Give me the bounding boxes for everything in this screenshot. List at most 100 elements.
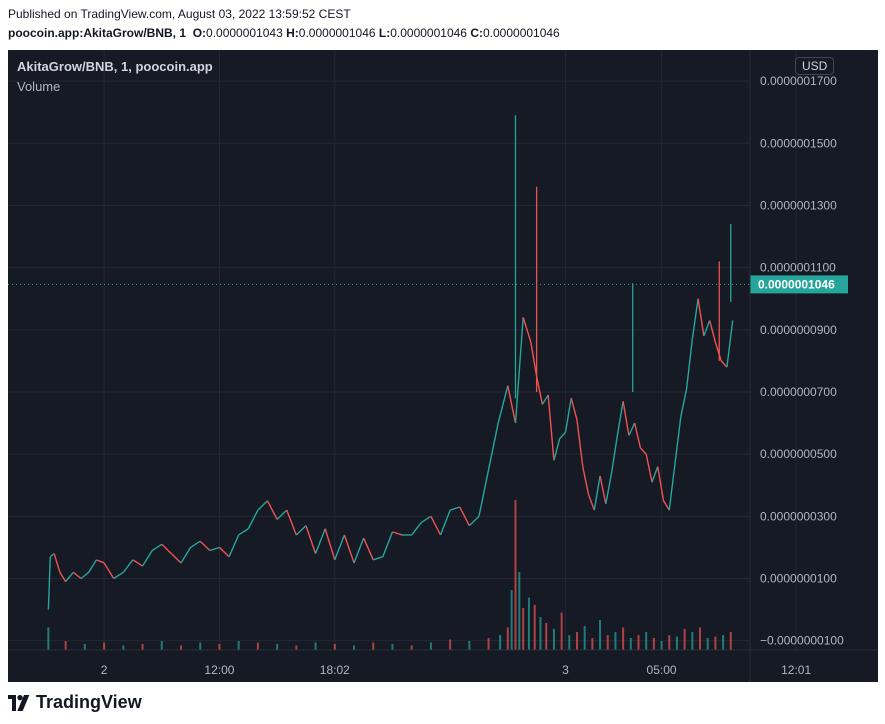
high-label: H: — [286, 26, 299, 40]
price-segment — [353, 537, 365, 564]
price-segment — [633, 422, 642, 449]
price-segment — [616, 401, 624, 436]
price-segment — [314, 528, 326, 554]
price-segment — [47, 556, 51, 610]
volume-bar — [514, 500, 517, 650]
price-segment — [720, 360, 728, 368]
volume-bar — [652, 638, 655, 650]
price-segment — [72, 571, 82, 580]
y-tick-label: 0.0000000700 — [760, 385, 837, 399]
price-segment — [559, 431, 566, 440]
volume-bars — [47, 500, 732, 650]
y-tick-label: 0.0000000100 — [760, 571, 837, 585]
published-notice: Published on TradingView.com, August 03,… — [8, 7, 351, 21]
price-segment — [541, 394, 549, 405]
price-segment — [96, 559, 105, 564]
price-segment — [103, 562, 115, 579]
price-segment — [714, 342, 722, 362]
volume-bar — [522, 608, 525, 650]
high-value: 0.0000001046 — [298, 26, 376, 40]
volume-bar — [218, 644, 221, 650]
volume-bar — [122, 645, 125, 650]
legend-symbol[interactable]: AkitaGrow/BNB, 1, poocoin.app — [17, 59, 213, 74]
volume-bar — [614, 632, 617, 650]
volume-bar — [141, 644, 144, 650]
x-tick-label: 2 — [101, 663, 108, 677]
price-segment — [497, 385, 509, 424]
volume-bar — [160, 641, 163, 650]
chart-pane[interactable]: 0.0000001046 0.0000001700 0.0000001500 0.0… — [8, 50, 878, 682]
volume-bar — [487, 638, 490, 650]
price-segment — [411, 522, 422, 536]
last-price-tag — [750, 275, 848, 294]
price-segment — [113, 571, 124, 580]
price-segment — [218, 546, 230, 558]
price-segment — [685, 339, 694, 389]
price-segment — [599, 475, 607, 505]
x-tick-label: 3 — [562, 663, 569, 677]
y-tick-label: 0.0000000900 — [760, 323, 837, 337]
y-tick-label: 0.0000000500 — [760, 447, 837, 461]
volume-bar — [180, 645, 183, 650]
price-segment — [605, 472, 613, 505]
price-segment — [514, 317, 524, 424]
currency-badge[interactable]: USD — [795, 57, 835, 75]
y-tick-label: 0.0000001300 — [760, 198, 837, 212]
volume-bar — [722, 635, 725, 650]
volume-bar — [637, 635, 640, 650]
price-segment — [151, 543, 163, 552]
price-segment — [122, 559, 134, 573]
volume-bar — [560, 612, 563, 650]
close-value: 0.0000001046 — [482, 26, 560, 40]
price-segment — [622, 401, 630, 436]
volume-bar — [429, 642, 432, 650]
volume-bar — [518, 572, 521, 650]
volume-bar — [199, 642, 202, 650]
volume-bar — [333, 644, 336, 650]
price-segment — [295, 525, 307, 536]
price-segment — [170, 553, 182, 564]
price-segment — [334, 534, 346, 561]
volume-bar — [276, 644, 279, 650]
y-tick-label: 0.0000001700 — [760, 74, 837, 88]
volume-bar — [539, 617, 542, 650]
price-segment — [392, 531, 403, 536]
price-segment — [49, 553, 55, 558]
volume-bar — [256, 642, 259, 650]
price-segment — [691, 298, 699, 340]
volume-bar — [599, 620, 602, 650]
tradingview-logo-icon — [8, 695, 30, 711]
price-segment — [553, 438, 561, 461]
y-tick-label: 0.0000001100 — [760, 261, 836, 275]
y-tick-label: 0.0000000300 — [760, 509, 837, 523]
price-segment — [726, 320, 734, 368]
price-segment — [180, 547, 192, 564]
ohlc-readout: poocoin.app:AkitaGrow/BNB, 1 O:0.0000001… — [8, 26, 560, 40]
volume-bar — [568, 635, 571, 650]
volume-bar — [683, 629, 686, 650]
axes[interactable]: 0.00000017000.00000015000.00000013000.00… — [8, 50, 878, 682]
price-segment — [535, 376, 544, 405]
legend-volume[interactable]: Volume — [17, 79, 61, 94]
price-segment — [305, 525, 317, 554]
price-segment — [362, 537, 374, 561]
price-segment — [209, 546, 220, 552]
symbol-label: poocoin.app:AkitaGrow/BNB, 1 — [8, 26, 187, 40]
volume-bar — [714, 636, 717, 650]
price-spikes — [514, 115, 732, 399]
price-segment — [430, 516, 442, 536]
price-segment — [257, 500, 268, 511]
x-tick-label: 05:00 — [647, 663, 677, 677]
price-segment — [662, 500, 670, 511]
price-segment — [449, 506, 460, 511]
low-label: L: — [378, 26, 391, 40]
price-segment — [582, 466, 590, 495]
price-chart[interactable]: 0.0000001046 0.0000001700 0.0000001500 0.0… — [8, 50, 878, 682]
volume-bar — [622, 627, 625, 650]
price-segment — [651, 466, 659, 483]
volume-bar — [510, 590, 513, 650]
volume-bar — [729, 632, 732, 650]
footer: TradingView — [0, 684, 885, 724]
volume-bar — [545, 623, 548, 650]
x-tick-label: 12:01 — [781, 663, 811, 677]
